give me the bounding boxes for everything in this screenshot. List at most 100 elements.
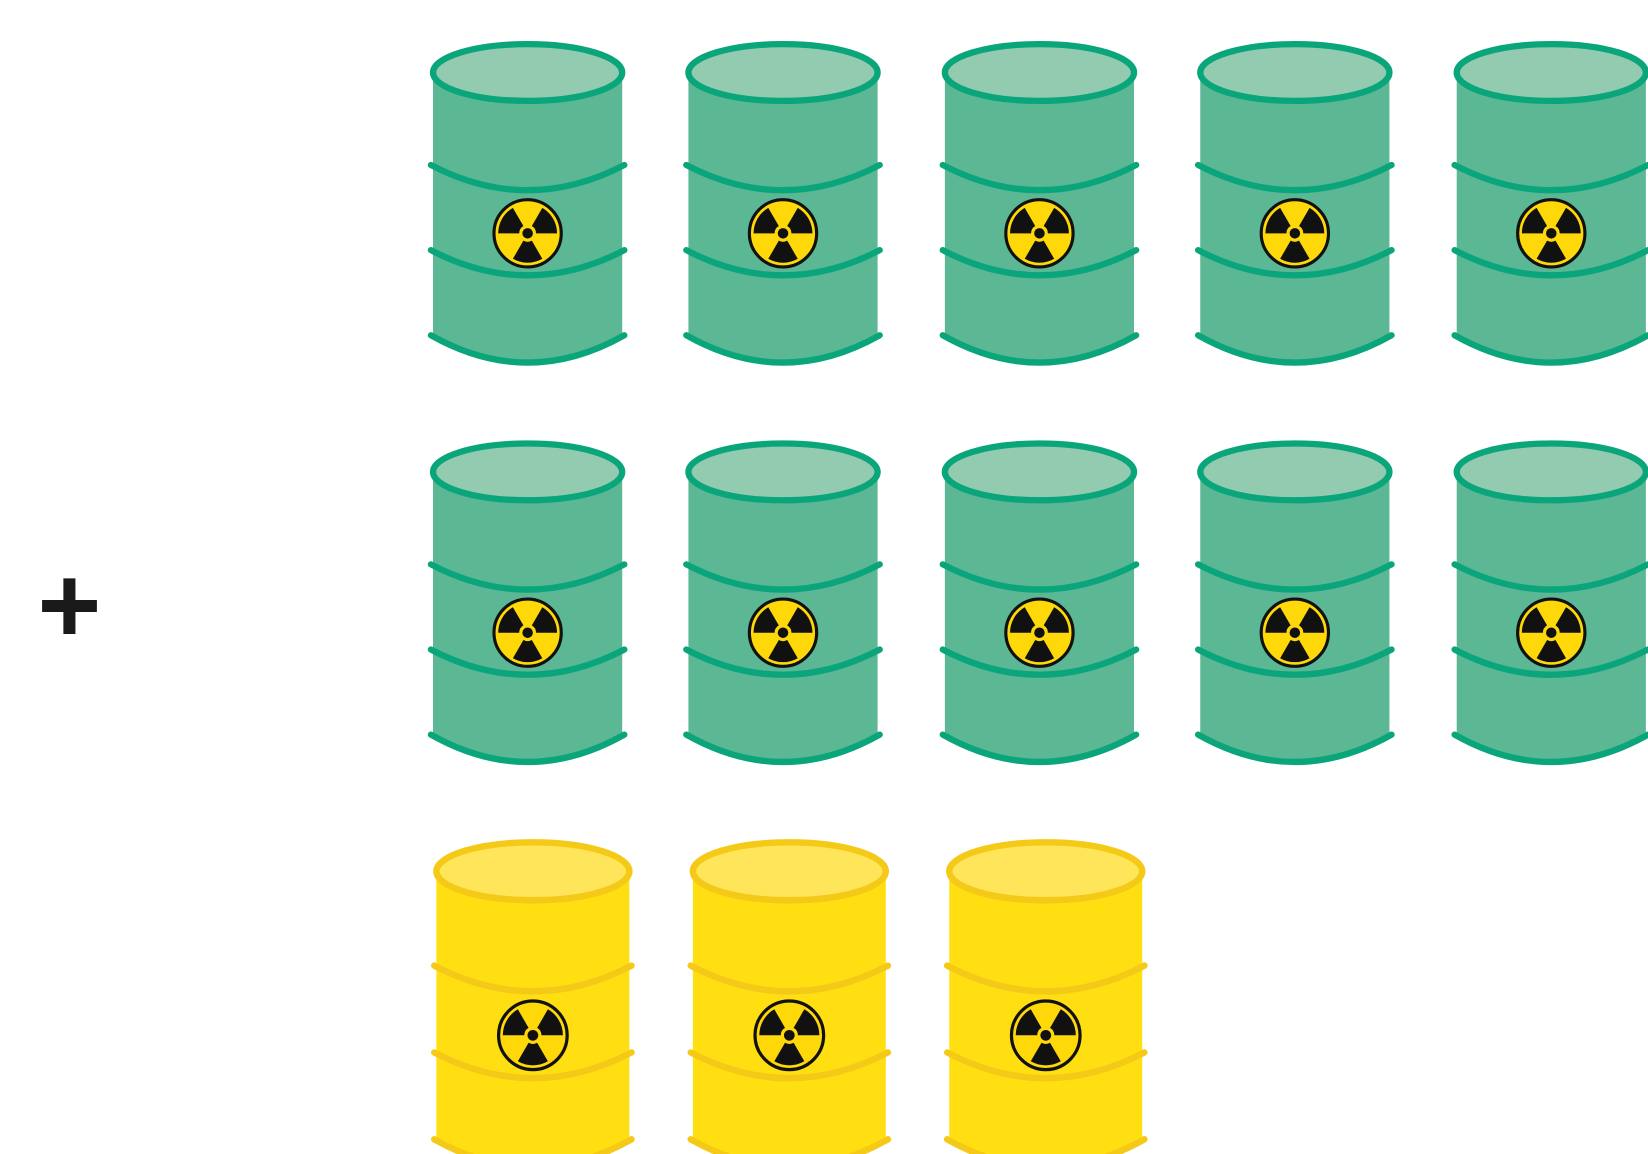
barrel-bottom xyxy=(939,731,1140,766)
radiation-blade xyxy=(1521,607,1548,633)
barrel xyxy=(683,40,883,366)
barrel-hoop xyxy=(683,161,883,194)
barrel-hoop xyxy=(1195,246,1395,279)
barrel-hoop xyxy=(1451,246,1648,279)
barrel-hoop xyxy=(943,1049,1148,1082)
barrel xyxy=(939,40,1140,366)
barrel-hoop xyxy=(939,161,1140,194)
radiation-blade xyxy=(1555,207,1581,234)
barrel-top xyxy=(429,440,626,504)
radiation-blade xyxy=(498,207,524,234)
radiation-blade xyxy=(1015,1009,1042,1036)
radiation-blade xyxy=(753,207,779,234)
radiation-center xyxy=(777,627,789,638)
radiation-center xyxy=(1034,228,1045,239)
barrel-hoop xyxy=(427,561,628,593)
radiation-blade xyxy=(531,207,558,234)
barrel xyxy=(1451,40,1648,366)
radiation-blade xyxy=(768,639,798,663)
barrel-bottom xyxy=(431,1136,635,1154)
barrel-bottom xyxy=(687,1136,892,1154)
barrel-top xyxy=(1453,40,1648,105)
barrel-bottom xyxy=(427,332,628,366)
barrel-bottom xyxy=(683,731,883,766)
radiation-blade xyxy=(768,240,798,263)
barrel-bottom xyxy=(1451,332,1648,366)
radiation-blade xyxy=(1521,207,1548,234)
barrel-top xyxy=(429,40,626,105)
radiation-center xyxy=(783,1029,795,1041)
barrel-top xyxy=(685,40,881,105)
barrel-bottom xyxy=(1195,332,1395,366)
barrel-top xyxy=(941,440,1138,504)
barrel-bottom xyxy=(1451,731,1648,766)
radiation-blade xyxy=(502,1009,529,1036)
radiation-center xyxy=(777,228,789,239)
barrel xyxy=(431,839,635,1154)
barrel-hoop xyxy=(687,962,892,995)
radiation-blade xyxy=(1024,639,1055,663)
barrel-hoop xyxy=(683,246,883,279)
barrel-top xyxy=(941,40,1138,105)
barrel-bottom xyxy=(683,332,883,366)
radiation-center xyxy=(1546,627,1557,638)
radiation-blade xyxy=(759,1009,786,1036)
radiation-blade xyxy=(1280,240,1310,263)
radiation-blade xyxy=(1265,207,1291,234)
radiation-center xyxy=(1040,1029,1052,1041)
radiation-center xyxy=(1289,228,1301,239)
barrel-hoop xyxy=(943,962,1148,995)
barrel-hoop xyxy=(1195,646,1395,678)
radiation-blade xyxy=(531,607,558,633)
radiation-blade xyxy=(1010,207,1036,234)
barrel-hoop xyxy=(1195,561,1395,593)
barrel xyxy=(1195,40,1395,366)
barrel-hoop xyxy=(1195,161,1395,194)
barrel xyxy=(683,440,883,766)
barrel xyxy=(427,440,628,766)
barrel-hoop xyxy=(683,646,883,678)
radiation-blade xyxy=(1010,607,1036,633)
barrel xyxy=(943,839,1148,1154)
barrel-bottom xyxy=(1195,731,1395,766)
barrel-top xyxy=(689,839,890,904)
barrel-top xyxy=(1197,40,1393,105)
radiation-blade xyxy=(1043,607,1069,633)
barrel-hoop xyxy=(1451,561,1648,593)
radiation-center xyxy=(522,627,533,638)
barrel-hoop xyxy=(1451,161,1648,194)
barrel-hoop xyxy=(1451,646,1648,678)
radiation-blade xyxy=(1299,207,1325,234)
radiation-blade xyxy=(1024,240,1055,263)
radiation-blade xyxy=(793,1009,820,1036)
barrel-hoop xyxy=(427,161,628,194)
barrel-bottom xyxy=(939,332,1140,366)
radiation-blade xyxy=(774,1042,805,1066)
radiation-blade xyxy=(1555,607,1581,633)
barrel-hoop xyxy=(939,561,1140,593)
barrel xyxy=(939,440,1140,766)
barrel-hoop xyxy=(687,1049,892,1082)
barrel-hoop xyxy=(427,646,628,678)
radiation-blade xyxy=(537,1009,563,1036)
radiation-blade xyxy=(787,607,813,633)
barrel-bottom xyxy=(943,1136,1148,1154)
radiation-blade xyxy=(787,207,813,234)
barrel-hoop xyxy=(683,561,883,593)
radiation-blade xyxy=(1265,607,1291,633)
radiation-blade xyxy=(753,607,779,633)
barrel xyxy=(1195,440,1395,766)
barrel-bottom xyxy=(427,731,628,766)
radiation-blade xyxy=(1050,1009,1076,1036)
radiation-blade xyxy=(1536,240,1567,263)
barrel-hoop xyxy=(939,246,1140,279)
radiation-blade xyxy=(1043,207,1069,234)
barrel-top xyxy=(1197,440,1393,504)
barrel-top xyxy=(433,839,633,904)
radiation-blade xyxy=(498,607,524,633)
radiation-blade xyxy=(512,639,543,663)
radiation-blade xyxy=(1299,607,1325,633)
radiation-center xyxy=(527,1029,539,1041)
